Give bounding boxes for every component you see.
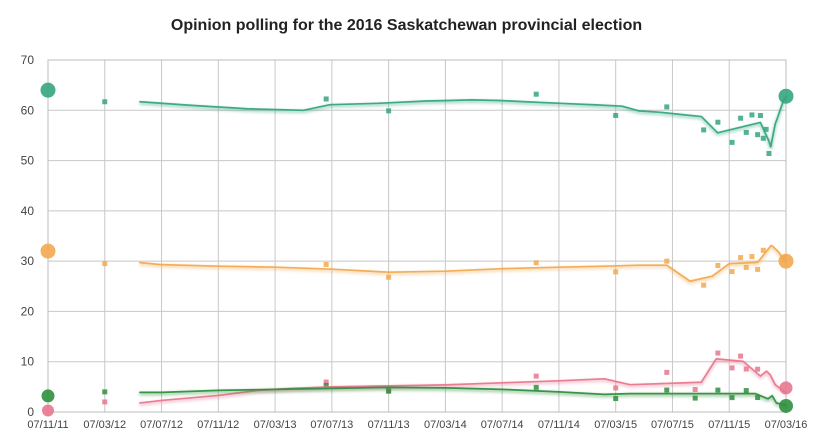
svg-text:30: 30 bbox=[21, 254, 35, 268]
svg-text:20: 20 bbox=[21, 304, 35, 318]
svg-text:07/03/15: 07/03/15 bbox=[594, 419, 637, 431]
svg-text:07/07/14: 07/07/14 bbox=[481, 419, 524, 431]
svg-text:07/03/12: 07/03/12 bbox=[83, 419, 126, 431]
svg-text:07/11/11: 07/11/11 bbox=[27, 419, 68, 431]
svg-text:60: 60 bbox=[21, 103, 35, 117]
svg-text:07/07/13: 07/07/13 bbox=[310, 419, 353, 431]
svg-text:07/03/13: 07/03/13 bbox=[254, 419, 297, 431]
svg-text:50: 50 bbox=[21, 154, 35, 168]
svg-text:40: 40 bbox=[21, 204, 35, 218]
svg-text:07/07/12: 07/07/12 bbox=[140, 419, 183, 431]
svg-text:70: 70 bbox=[21, 53, 35, 67]
svg-text:07/07/15: 07/07/15 bbox=[651, 419, 694, 431]
svg-text:07/03/16: 07/03/16 bbox=[765, 419, 808, 431]
svg-text:07/11/12: 07/11/12 bbox=[197, 419, 239, 431]
svg-text:07/11/15: 07/11/15 bbox=[708, 419, 750, 431]
svg-text:07/11/14: 07/11/14 bbox=[538, 419, 580, 431]
svg-text:0: 0 bbox=[27, 405, 34, 419]
svg-text:07/11/13: 07/11/13 bbox=[368, 419, 410, 431]
svg-text:10: 10 bbox=[21, 355, 35, 369]
svg-text:07/03/14: 07/03/14 bbox=[424, 419, 467, 431]
